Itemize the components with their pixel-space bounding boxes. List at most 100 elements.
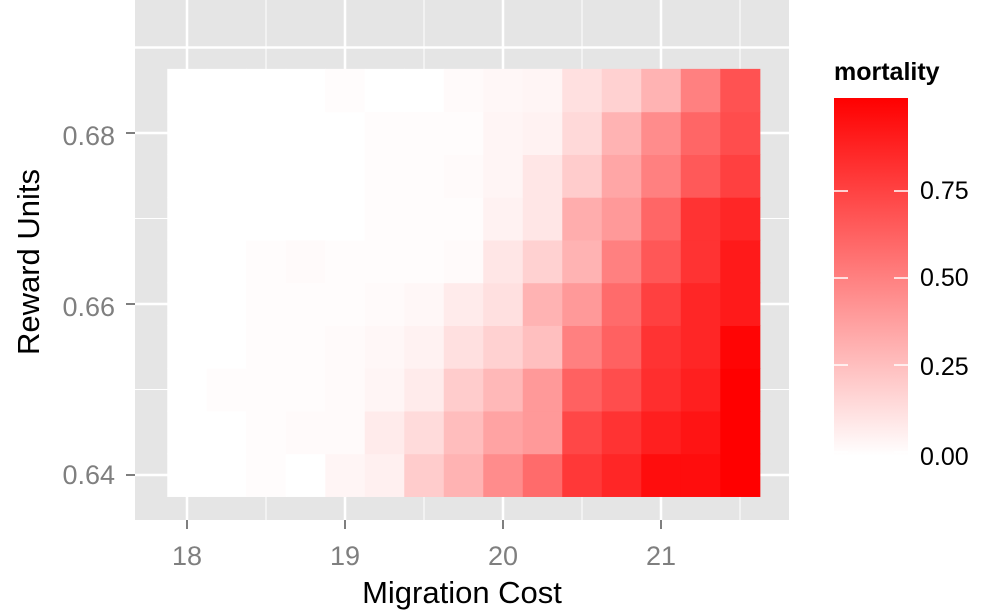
heatmap-cell — [720, 68, 761, 113]
heatmap-cell — [206, 68, 247, 113]
heatmap-cell — [601, 410, 642, 455]
legend-title: mortality — [834, 58, 940, 86]
heatmap-cell — [167, 111, 208, 155]
heatmap-cell — [246, 453, 287, 497]
heatmap-cell — [601, 68, 642, 113]
heatmap-cell — [325, 282, 366, 326]
heatmap-cell — [680, 111, 721, 155]
heatmap-cell — [443, 68, 484, 113]
heatmap-cell — [522, 410, 563, 455]
heatmap-cell — [206, 368, 247, 412]
heatmap-cell — [601, 239, 642, 284]
heatmap-cell — [443, 368, 484, 412]
heatmap-cell — [285, 154, 326, 198]
heatmap-cell — [483, 325, 524, 369]
heatmap-cell — [246, 154, 287, 198]
heatmap-cell — [325, 154, 366, 198]
heatmap-cell — [562, 239, 603, 284]
x-axis-title: Migration Cost — [362, 575, 562, 610]
heatmap-cell — [562, 154, 603, 198]
heatmap-cell — [325, 239, 366, 284]
x-tick-label-21: 21 — [646, 541, 676, 571]
y-tick-label-0-64: 0.64 — [62, 460, 115, 490]
x-tick-label-20: 20 — [488, 541, 518, 571]
heatmap-cell — [404, 325, 445, 369]
heatmap-cell — [680, 282, 721, 326]
heatmap-cell — [522, 282, 563, 326]
heatmap-cell — [443, 282, 484, 326]
heatmap-cell — [641, 197, 682, 241]
heatmap-cell — [325, 453, 366, 497]
heatmap-cell — [246, 111, 287, 155]
heatmap-cell — [522, 111, 563, 155]
heatmap-cell — [680, 325, 721, 369]
heatmap-cell — [562, 111, 603, 155]
heatmap-cell — [562, 368, 603, 412]
heatmap-cell — [522, 197, 563, 241]
heatmap-cell — [285, 453, 326, 497]
heatmap-cell — [285, 410, 326, 455]
heatmap-cell — [364, 154, 405, 198]
heatmap-cell — [680, 368, 721, 412]
heatmap-cell — [167, 282, 208, 326]
heatmap-cell — [285, 368, 326, 412]
heatmap-cell — [206, 239, 247, 284]
heatmap-cell — [206, 453, 247, 497]
heatmap-cell — [483, 239, 524, 284]
heatmap-cell — [364, 368, 405, 412]
heatmap-cell — [680, 239, 721, 284]
heatmap-cell — [404, 111, 445, 155]
heatmap-cell — [443, 111, 484, 155]
legend-ticks — [834, 190, 908, 453]
heatmap-cell — [483, 197, 524, 241]
heatmap-cell — [285, 68, 326, 113]
heatmap-cell — [680, 410, 721, 455]
heatmap-cell — [364, 68, 405, 113]
heatmap-cell — [404, 154, 445, 198]
heatmap-cell — [443, 239, 484, 284]
heatmap-cell — [246, 197, 287, 241]
heatmap-cell — [364, 282, 405, 326]
heatmap-cell — [167, 68, 208, 113]
heatmap-cell — [720, 111, 761, 155]
heatmap-cell — [483, 154, 524, 198]
heatmap-cell — [206, 325, 247, 369]
heatmap-cell — [562, 197, 603, 241]
heatmap-cell — [364, 239, 405, 284]
heatmap-cell — [364, 197, 405, 241]
heatmap-cell — [601, 282, 642, 326]
heatmap-cell — [601, 368, 642, 412]
heatmap-cell — [167, 197, 208, 241]
heatmap-cell — [285, 197, 326, 241]
heatmap-cell — [404, 239, 445, 284]
heatmap-cell — [206, 154, 247, 198]
heatmap-cell — [443, 197, 484, 241]
heatmap-cell — [601, 197, 642, 241]
heatmap-cell — [404, 68, 445, 113]
heatmap-cell — [325, 410, 366, 455]
heatmap-cell — [246, 239, 287, 284]
heatmap-cell — [522, 453, 563, 497]
heatmap-cell — [167, 154, 208, 198]
legend-colorbar — [834, 98, 908, 456]
heatmap-cell — [562, 68, 603, 113]
heatmap-cell — [601, 154, 642, 198]
heatmap-cell — [325, 368, 366, 412]
heatmap-cell — [364, 453, 405, 497]
heatmap-cell — [720, 239, 761, 284]
heatmap-cell — [325, 197, 366, 241]
heatmap-cell — [285, 239, 326, 284]
heatmap-cell — [562, 453, 603, 497]
heatmap-cell — [246, 282, 287, 326]
heatmap-tiles — [167, 68, 761, 497]
heatmap-cell — [246, 368, 287, 412]
heatmap-cell — [285, 282, 326, 326]
heatmap-cell — [167, 239, 208, 284]
heatmap-cell — [483, 111, 524, 155]
heatmap-cell — [680, 453, 721, 497]
legend-label-0-25: 0.25 — [920, 353, 969, 381]
heatmap-cell — [285, 325, 326, 369]
heatmap-cell — [206, 197, 247, 241]
x-tick-label-19: 19 — [330, 541, 360, 571]
